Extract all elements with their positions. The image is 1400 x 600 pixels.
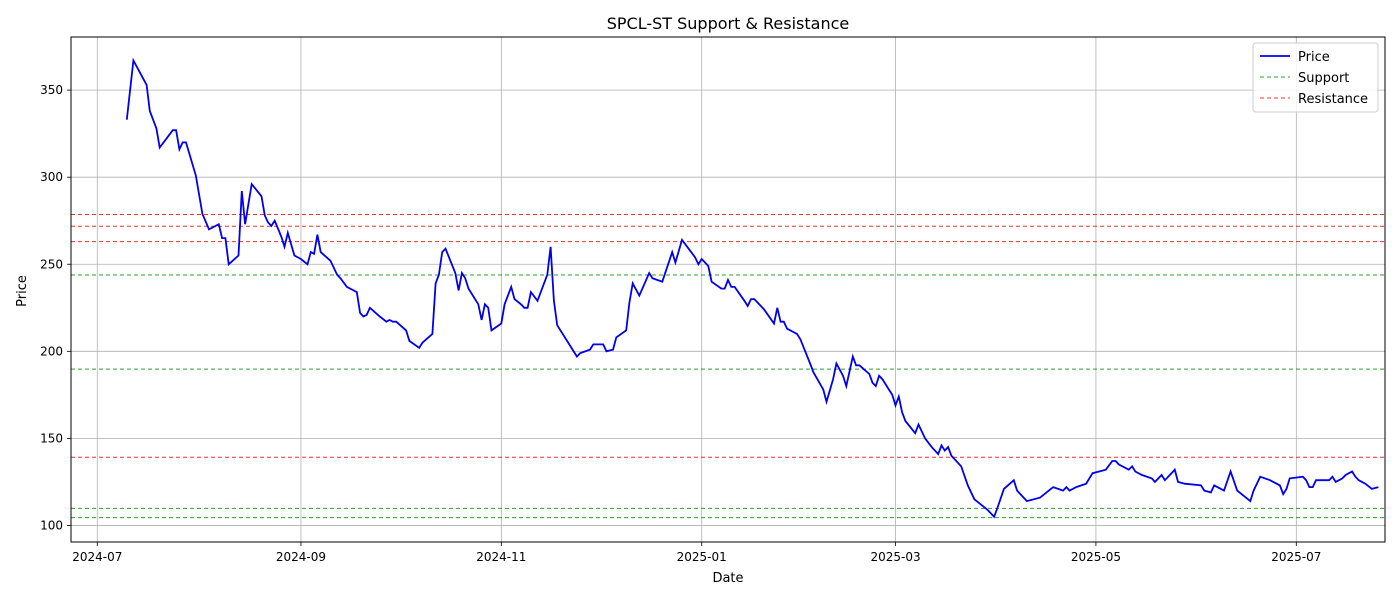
price-series-line <box>125 57 1379 519</box>
y-tick-label: 350 <box>40 83 63 97</box>
y-axis-ticks: 100 150 200 250 300 350 <box>40 83 71 532</box>
x-tick-label: 2024-09 <box>276 550 326 564</box>
chart-title: SPCL-ST Support & Resistance <box>607 14 850 33</box>
grid-lines <box>71 37 1385 542</box>
y-tick-label: 100 <box>40 518 63 532</box>
plot-frame <box>70 36 1386 543</box>
x-tick-label: 2025-01 <box>677 550 727 564</box>
legend-resistance-label: Resistance <box>1298 92 1368 107</box>
x-axis-label: Date <box>712 571 743 586</box>
legend: Price Support Resistance <box>1252 42 1379 113</box>
y-tick-label: 150 <box>40 431 63 445</box>
y-tick-label: 300 <box>40 170 63 184</box>
legend-price-label: Price <box>1298 50 1330 65</box>
x-tick-label: 2024-11 <box>476 550 526 564</box>
support-resistance-lines <box>71 213 1385 519</box>
x-tick-label: 2025-05 <box>1071 550 1121 564</box>
x-tick-label: 2025-07 <box>1271 550 1321 564</box>
legend-box <box>1252 42 1379 113</box>
y-tick-label: 250 <box>40 257 63 271</box>
y-tick-label: 200 <box>40 344 63 358</box>
x-axis-ticks: 2024-07 2024-09 2024-11 2025-01 2025-03 2025-… <box>72 542 1321 564</box>
x-tick-label: 2024-07 <box>72 550 122 564</box>
legend-support-label: Support <box>1298 71 1349 86</box>
y-axis-label: Price <box>15 275 30 307</box>
x-tick-label: 2025-03 <box>870 550 920 564</box>
